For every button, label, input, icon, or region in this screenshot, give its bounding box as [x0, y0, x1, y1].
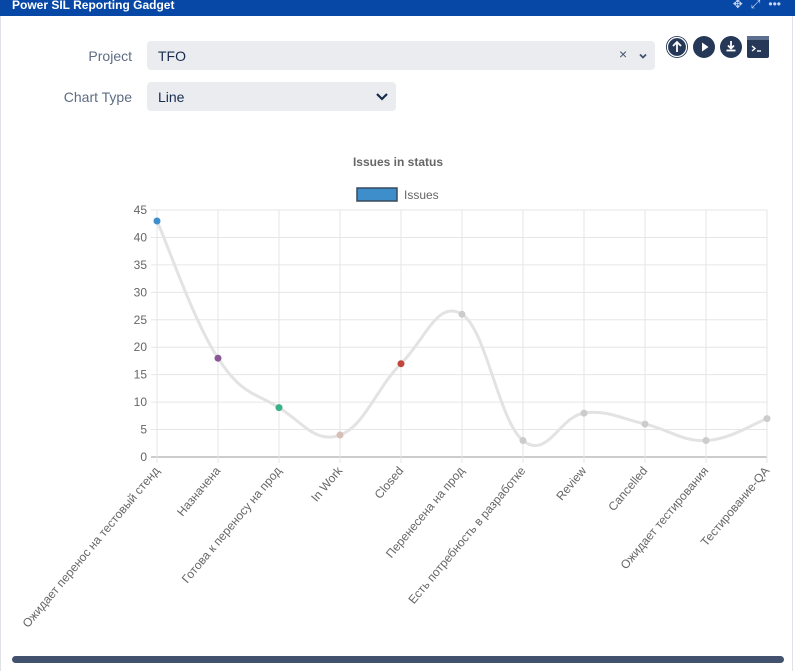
upload-button[interactable]: [666, 36, 688, 58]
project-select[interactable]: TFO ×: [147, 41, 655, 70]
data-point[interactable]: [336, 431, 344, 439]
terminal-icon: [747, 36, 769, 52]
chart-legend[interactable]: Issues: [356, 187, 439, 202]
gadget-title: Power SIL Reporting Gadget: [12, 0, 175, 12]
run-button[interactable]: [693, 36, 715, 58]
y-tick-label: 45: [134, 203, 148, 217]
x-tick-label: Готова к переносу на прод: [179, 464, 284, 586]
arrow-up-icon: [666, 36, 688, 58]
legend-label: Issues: [404, 188, 439, 202]
x-tick-label: Ожидает перенос на тестовый стенд: [20, 464, 163, 630]
gadget-titlebar: Power SIL Reporting Gadget ✥ ⤢ •••: [0, 0, 795, 16]
horizontal-scrollbar[interactable]: [12, 656, 784, 663]
data-point[interactable]: [519, 437, 527, 445]
data-point[interactable]: [763, 415, 771, 423]
data-point[interactable]: [275, 404, 283, 412]
data-point[interactable]: [397, 360, 405, 368]
y-tick-label: 25: [134, 313, 148, 327]
chevron-down-icon[interactable]: [375, 91, 389, 103]
series-points: [153, 217, 771, 445]
clear-icon[interactable]: ×: [619, 46, 628, 62]
x-tick-label: Есть потребность в разработке: [405, 464, 528, 607]
play-icon: [702, 42, 709, 52]
data-point[interactable]: [702, 437, 710, 445]
x-tick-label: In Work: [308, 463, 346, 504]
project-label: Project: [88, 48, 132, 64]
y-tick-label: 20: [134, 340, 148, 354]
more-options-icon[interactable]: •••: [768, 0, 781, 11]
chart-type-select-value: Line: [158, 89, 185, 105]
y-tick-label: 15: [134, 368, 148, 382]
y-tick-label: 30: [134, 285, 148, 299]
y-tick-label: 10: [134, 395, 148, 409]
x-tick-label: Closed: [372, 464, 407, 502]
chevron-down-icon[interactable]: [638, 51, 648, 61]
y-tick-label: 40: [134, 230, 148, 244]
data-point[interactable]: [458, 310, 466, 318]
legend-swatch: [356, 187, 398, 202]
issues-line-chart: Issues in status Issues 0 5 10 15 20 25 30 35 40…: [20, 155, 773, 630]
x-tick-label: Тестирование-QA: [698, 464, 772, 549]
move-icon[interactable]: ✥: [732, 0, 743, 11]
chart-title: Issues in status: [353, 155, 443, 169]
x-axis-ticks: Ожидает перенос на тестовый стенд Назначе…: [20, 463, 773, 630]
console-button[interactable]: [747, 36, 769, 58]
x-tick-label: Назначена: [174, 464, 223, 519]
y-tick-label: 5: [140, 423, 147, 437]
data-point[interactable]: [641, 420, 649, 428]
expand-icon[interactable]: ⤢: [750, 0, 761, 11]
data-point[interactable]: [214, 354, 222, 362]
chart-grid: [151, 209, 768, 463]
download-button[interactable]: [720, 36, 742, 58]
y-tick-label: 0: [140, 450, 147, 464]
x-tick-label: Review: [553, 464, 589, 503]
gadget-body: [0, 16, 793, 671]
data-point[interactable]: [580, 409, 588, 417]
y-axis-ticks: 0 5 10 15 20 25 30 35 40 45: [134, 203, 148, 464]
x-tick-label: Cancelled: [605, 464, 650, 514]
data-point[interactable]: [153, 217, 161, 225]
y-tick-label: 35: [134, 258, 148, 272]
project-select-value: TFO: [158, 48, 186, 64]
download-icon: [726, 41, 736, 52]
chart-type-label: Chart Type: [63, 89, 132, 105]
chart-type-select[interactable]: Line: [147, 82, 396, 111]
